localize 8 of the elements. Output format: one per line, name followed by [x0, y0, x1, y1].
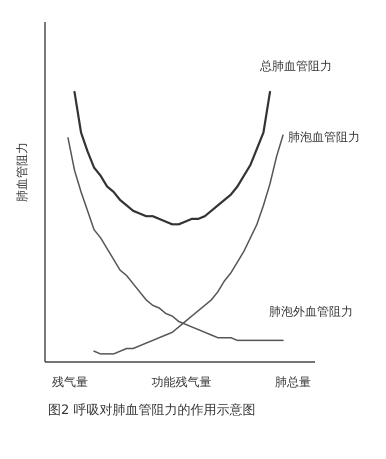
series-label: 肺泡血管阻力 [288, 130, 360, 144]
y-axis-title: 肺血管阻力 [15, 142, 29, 202]
text: 功能残气量 [152, 375, 212, 389]
series-label: 总肺血管阻力 [258, 59, 332, 73]
text: 肺总量 [275, 375, 311, 389]
text: 残气量 [52, 375, 88, 389]
text: 图2 呼吸对肺血管阻力的作用示意图 [48, 403, 256, 418]
series-label: 肺泡外血管阻力 [269, 304, 353, 318]
